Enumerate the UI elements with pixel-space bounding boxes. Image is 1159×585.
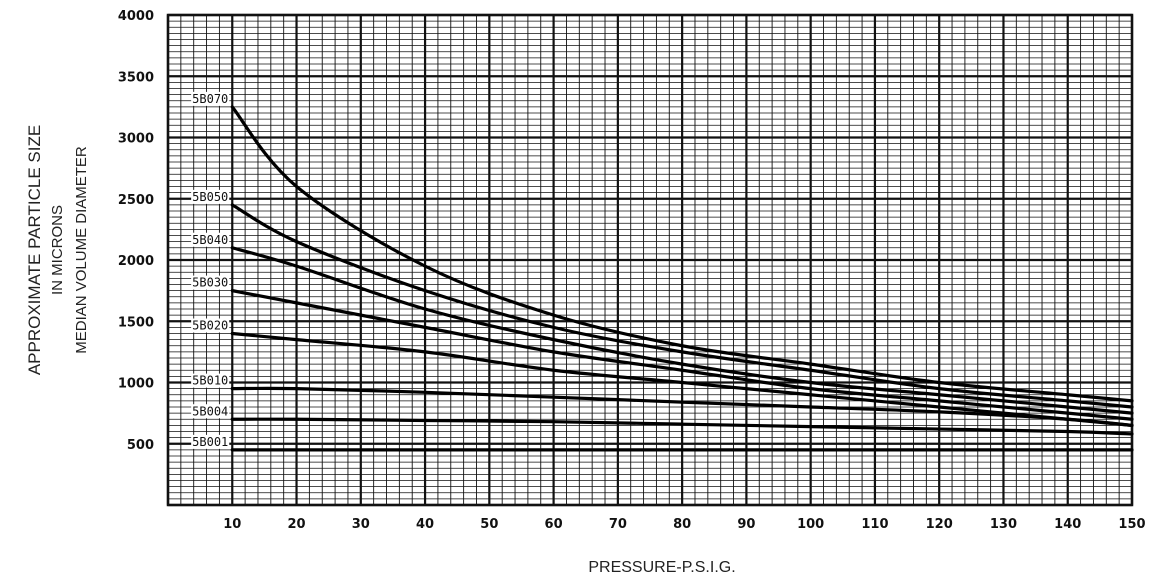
- y-tick-label: 1000: [118, 377, 154, 392]
- y-tick-label: 3000: [118, 132, 154, 147]
- y-tick-label: 1500: [118, 315, 154, 330]
- series-label: 5B010: [192, 374, 228, 388]
- series-line-6: [230, 417, 1134, 436]
- series-label: 5B030: [192, 276, 228, 290]
- series-label: 5B040: [192, 233, 228, 247]
- x-axis-title: PRESSURE-P.S.I.G.: [588, 559, 735, 576]
- series-label-backing: [191, 434, 230, 449]
- series-label-backing: [191, 318, 230, 333]
- series-line-2: [230, 246, 1134, 415]
- series-line-4: [230, 331, 1134, 427]
- y-tick-label: 3500: [118, 70, 154, 85]
- series-label: 5B004: [192, 404, 228, 418]
- x-tick-label: 60: [545, 517, 563, 532]
- y-tick-label: 500: [127, 438, 154, 453]
- x-tick-label: 10: [223, 517, 241, 532]
- series-label: 5B050: [192, 190, 228, 204]
- series-line-5: [230, 386, 1134, 427]
- y-axis-title-line-1: APPROXIMATE PARTICLE SIZE: [25, 125, 44, 375]
- series-lines: [230, 105, 1134, 452]
- series-line-1: [230, 203, 1134, 409]
- x-tick-label: 100: [797, 517, 824, 532]
- x-tick-label: 140: [1054, 517, 1081, 532]
- series-labels: 5B070 5B050 5B040 5B030 5B020 5B010 5B004 5B001: [191, 91, 230, 449]
- series-label-backing: [191, 232, 230, 247]
- y-tick-label: 2500: [118, 193, 154, 208]
- chart-grid: [166, 13, 1134, 507]
- tick-labels: 10 20 30 40 50 60 70 80 90 100 110 120 130 140 150 500 1…: [118, 9, 1146, 532]
- series-label-backing: [191, 373, 230, 388]
- series-label: 5B070: [192, 92, 228, 106]
- x-tick-label: 20: [287, 517, 305, 532]
- axis-titles: PRESSURE-P.S.I.G. APPROXIMATE PARTICLE S…: [25, 125, 736, 576]
- y-tick-label: 4000: [118, 9, 154, 24]
- series-line-0: [230, 105, 1134, 403]
- x-tick-label: 90: [737, 517, 755, 532]
- series-label-backing: [191, 275, 230, 290]
- series-label: 5B001: [192, 435, 228, 449]
- x-tick-label: 40: [416, 517, 434, 532]
- x-tick-label: 70: [609, 517, 627, 532]
- series-line-3: [230, 289, 1134, 421]
- x-tick-label: 120: [926, 517, 953, 532]
- x-tick-label: 30: [352, 517, 370, 532]
- x-tick-label: 50: [480, 517, 498, 532]
- y-axis-title-line-3: MEDIAN VOLUME DIAMETER: [73, 146, 90, 354]
- series-label-backing: [191, 404, 230, 419]
- x-tick-label: 110: [861, 517, 888, 532]
- x-tick-label: 150: [1118, 517, 1145, 532]
- y-axis-title-line-2: IN MICRONS: [49, 205, 66, 295]
- series-label: 5B020: [192, 319, 228, 333]
- y-tick-label: 2000: [118, 254, 154, 269]
- series-label-backing: [191, 91, 230, 106]
- x-tick-label: 130: [990, 517, 1017, 532]
- x-tick-label: 80: [673, 517, 691, 532]
- series-label-backing: [191, 189, 230, 204]
